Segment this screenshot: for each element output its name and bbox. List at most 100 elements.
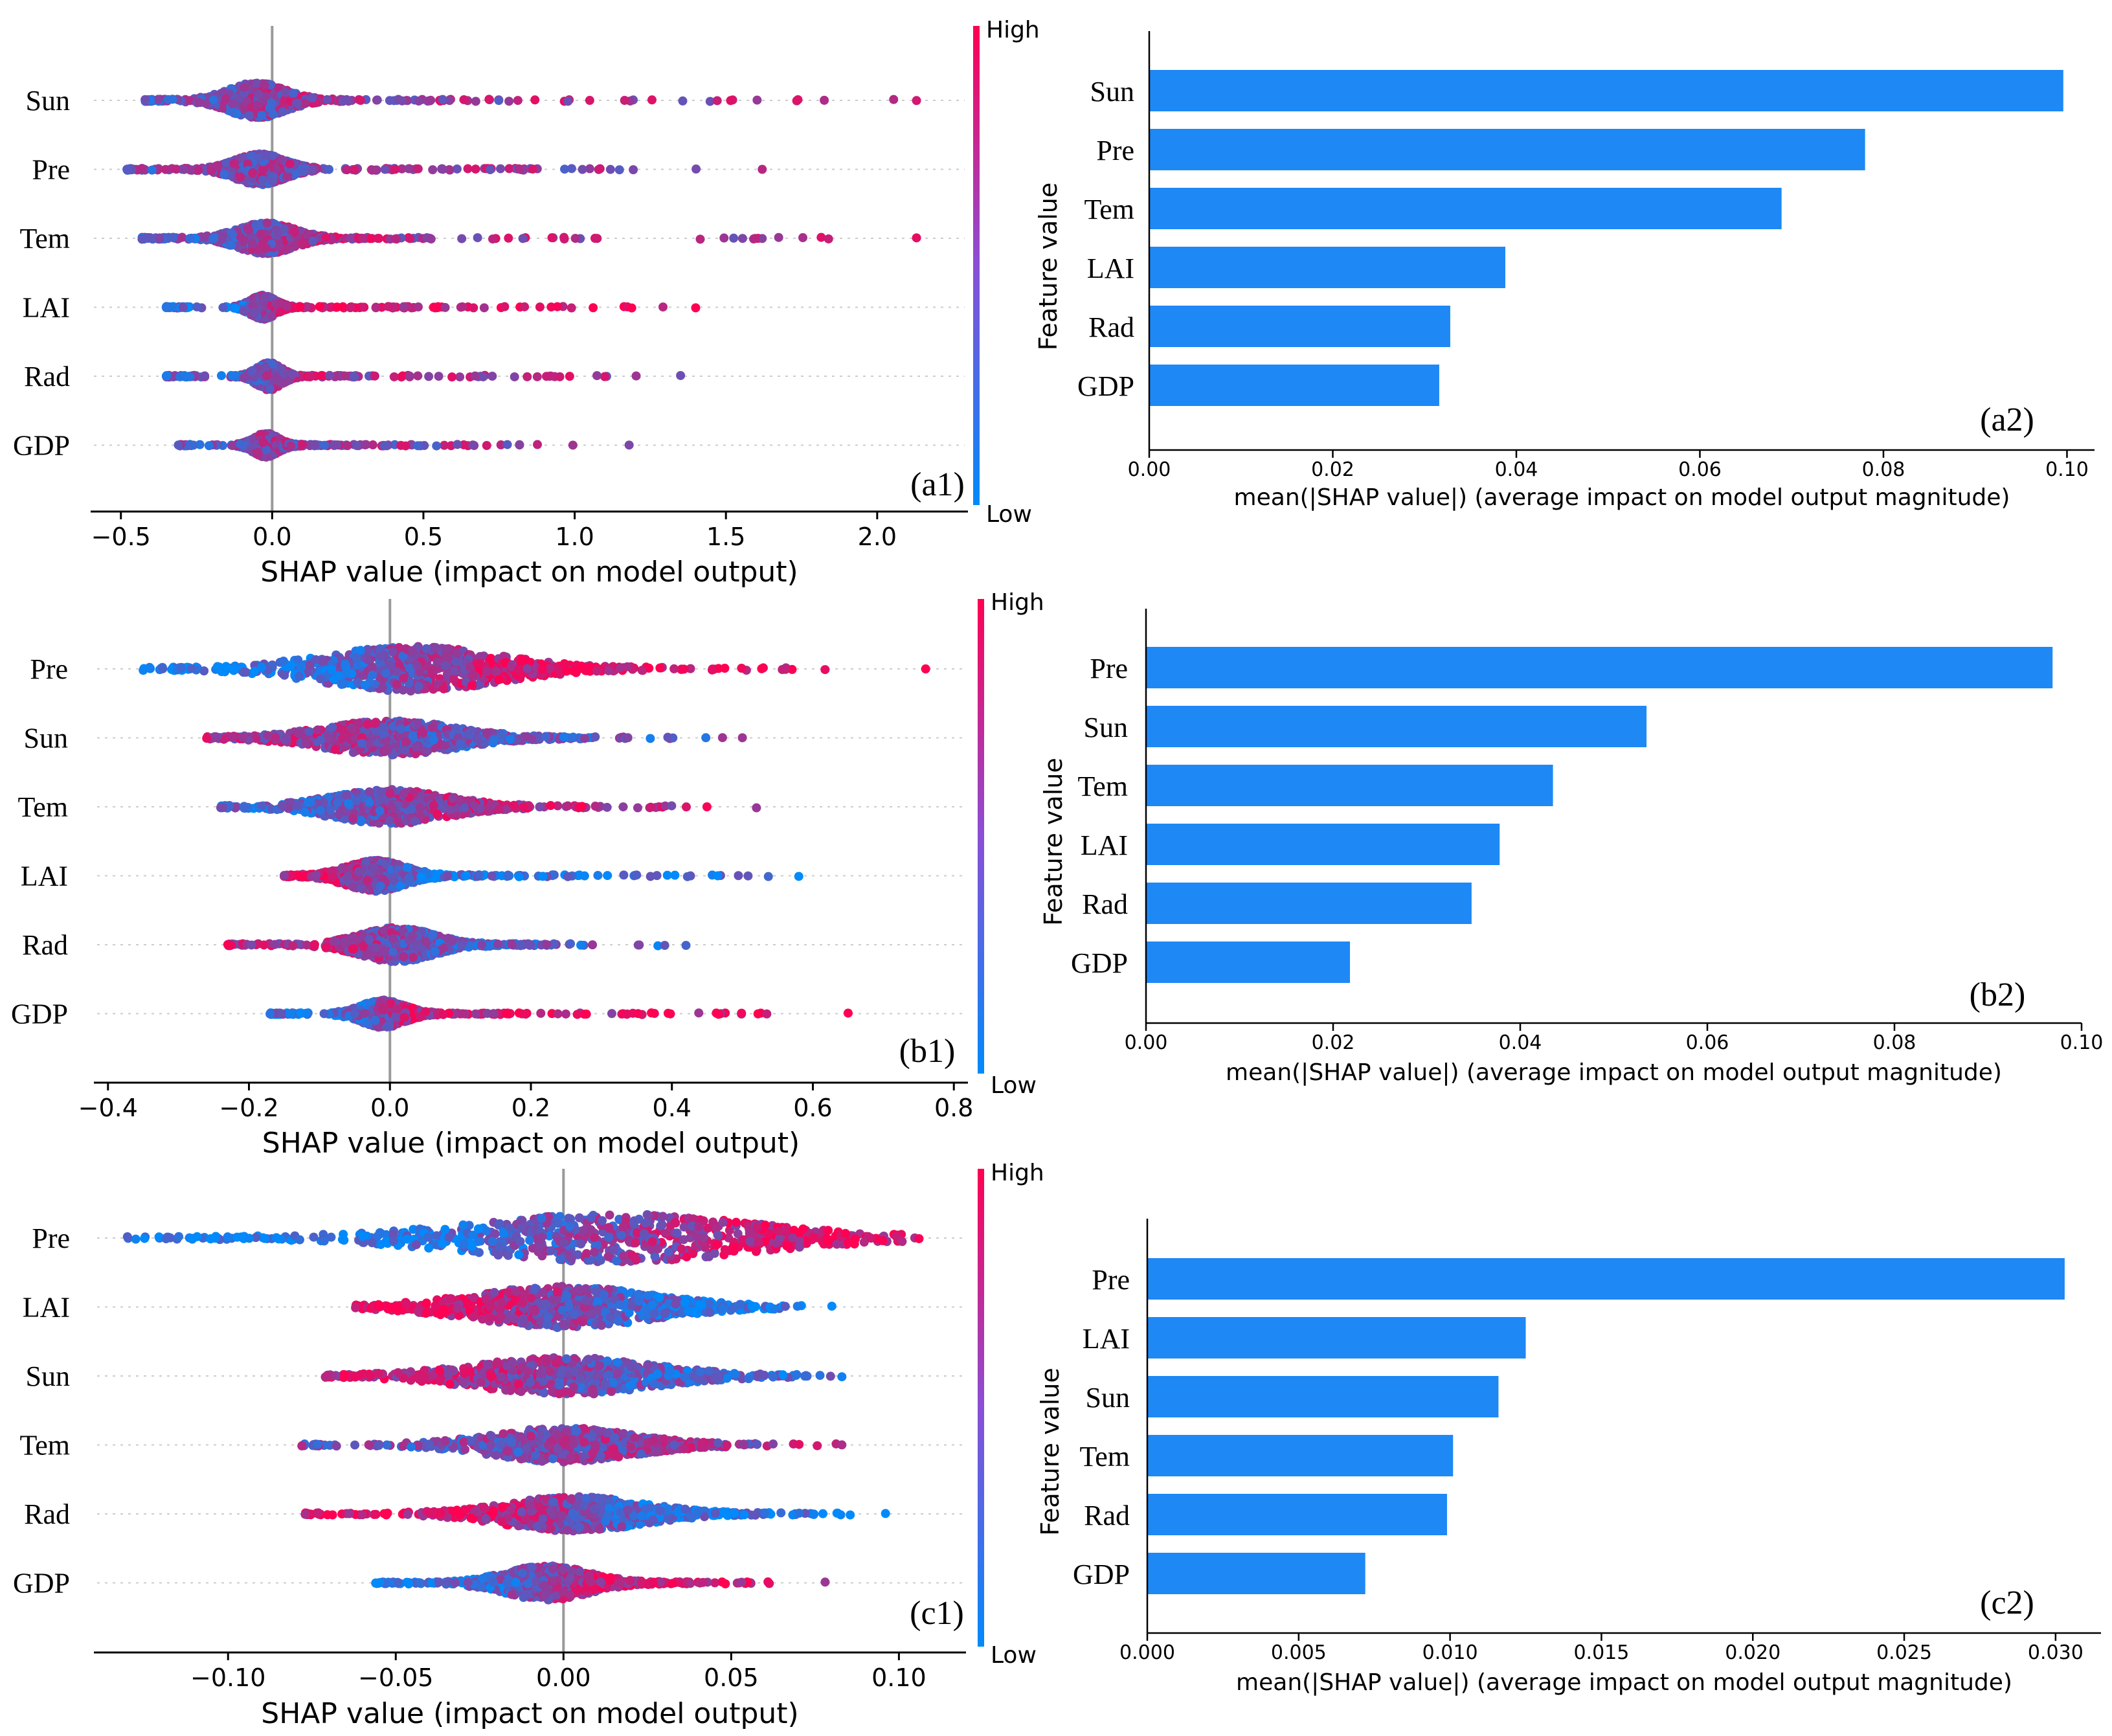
shap-point [236, 232, 245, 242]
shap-point [570, 234, 580, 243]
shap-point [429, 302, 438, 312]
shap-point [399, 302, 409, 311]
shap-point [695, 234, 705, 244]
shap-point [502, 440, 512, 449]
shap-point [629, 165, 638, 175]
shap-point [289, 89, 298, 98]
bar [1149, 129, 1865, 170]
feature-label: Tem [19, 223, 70, 254]
shap-point [568, 440, 578, 450]
shap-point [153, 95, 163, 105]
shap-point [324, 164, 334, 174]
colorbar-high-label: High [986, 17, 1040, 43]
shap-point [712, 96, 722, 106]
shap-point [346, 302, 355, 312]
shap-point [528, 164, 537, 174]
x-tick-label: 0.00 [1128, 458, 1171, 481]
shap-point [332, 302, 342, 312]
shap-point [451, 649, 461, 659]
shap-point [530, 95, 540, 105]
shap-point [458, 302, 467, 311]
x-tick-label: 0.10 [2045, 458, 2089, 481]
x-tick-label: 1.5 [706, 523, 745, 551]
shap-point [750, 234, 760, 243]
shap-point [484, 95, 494, 104]
shap-point [340, 371, 350, 381]
x-tick-label: 0.0 [253, 523, 291, 551]
shap-point [371, 303, 381, 313]
shap-point [307, 165, 317, 175]
shap-point [218, 302, 228, 312]
shap-point [510, 372, 519, 381]
shap-point [515, 440, 524, 449]
shap-point [177, 232, 187, 242]
bar [1149, 247, 1505, 288]
shap-point [504, 233, 513, 243]
shap-point [380, 164, 390, 174]
shap-point [719, 233, 729, 243]
shap-point [404, 164, 414, 174]
shap-point [758, 164, 767, 174]
shap-point [447, 372, 457, 382]
shap-point [271, 372, 281, 381]
shap-point [912, 233, 921, 243]
shap-point [592, 234, 602, 243]
colorbar-low-label: Low [986, 501, 1032, 528]
shap-point [252, 100, 262, 110]
shap-point [342, 95, 352, 104]
x-axis-label: SHAP value (impact on model output) [260, 556, 798, 589]
shap-point [567, 164, 576, 174]
shap-point [535, 302, 545, 312]
shap-point [676, 370, 686, 380]
shap-point [257, 111, 267, 120]
shap-point [405, 234, 415, 243]
x-tick-label: −0.5 [91, 523, 151, 551]
shap-point [413, 441, 423, 451]
shap-point [227, 441, 237, 451]
shap-point [471, 164, 480, 174]
shap-point [563, 96, 573, 106]
shap-point [473, 233, 482, 243]
shap-point [496, 164, 506, 174]
bar [1149, 306, 1450, 347]
shap-point [401, 441, 410, 451]
shap-point [201, 98, 211, 108]
shap-point [513, 96, 522, 106]
shap-point [282, 245, 291, 254]
shap-point [289, 227, 299, 237]
shap-point [243, 223, 253, 233]
shap-point [390, 234, 400, 243]
shap-point [286, 441, 296, 451]
shap-point [297, 440, 307, 449]
bar [1149, 70, 2063, 111]
panel-label: (a2) [1980, 401, 2034, 438]
bar-category-label: Pre [1096, 135, 1134, 166]
shap-point [268, 176, 278, 186]
shap-point [752, 95, 762, 105]
feature-label: Pre [32, 154, 70, 186]
shap-point [457, 234, 467, 243]
shap-point [368, 440, 377, 450]
x-tick-label: 1.0 [555, 523, 594, 551]
shap-point [261, 150, 271, 160]
shap-point [293, 98, 302, 108]
shap-point [245, 111, 254, 120]
shap-point [352, 441, 361, 451]
shap-point [239, 373, 249, 383]
shap-point [346, 233, 355, 243]
shap-point [175, 372, 185, 381]
shap-point [161, 302, 171, 312]
feature-label: GDP [13, 430, 70, 462]
shap-point [440, 302, 450, 312]
shap-point [315, 302, 324, 311]
shap-point [285, 159, 295, 168]
shap-point [370, 371, 379, 381]
shap-point [494, 96, 504, 106]
shap-point [258, 239, 267, 249]
shap-point [174, 440, 183, 450]
x-tick-label: 2.0 [858, 523, 897, 551]
x-tick-label: 0.5 [404, 523, 443, 551]
shap-point [793, 95, 803, 104]
shap-point [140, 95, 150, 104]
